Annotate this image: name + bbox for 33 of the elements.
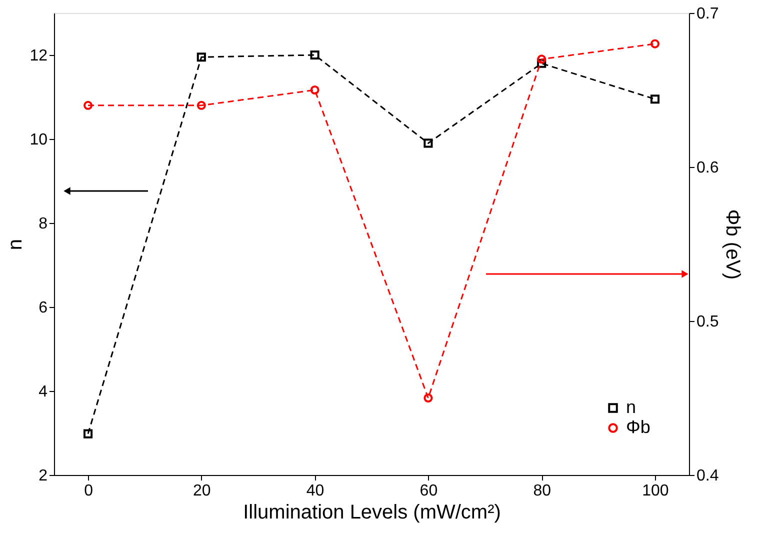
y-tick-label: 12: [30, 48, 48, 64]
y2-axis-title: Φb (eV): [722, 209, 744, 280]
legend-label: Φb: [626, 417, 650, 437]
y-tick-label: 4: [38, 384, 48, 400]
y-tick-label: 6: [38, 300, 48, 316]
point: [310, 50, 320, 60]
x-tick-label: 60: [420, 482, 438, 500]
point: [83, 429, 93, 438]
y2-tick-label: 0.6: [696, 160, 719, 176]
point: [83, 100, 93, 110]
point: [196, 100, 206, 110]
point: [537, 58, 546, 68]
point: [650, 39, 660, 48]
x-axis-title: Illumination Levels (mW/cm²): [243, 502, 501, 524]
point: [196, 52, 206, 62]
y2-tick-label: 0.4: [696, 468, 719, 484]
legend-label: n: [626, 397, 636, 417]
x-tick-label: 20: [193, 482, 211, 500]
point: [650, 94, 660, 104]
point: [537, 54, 546, 64]
point: [424, 138, 433, 148]
x-tick-label: 80: [533, 482, 552, 500]
x-tick-label: 100: [642, 482, 669, 500]
y2-tick-label: 0.5: [696, 314, 719, 330]
y-tick-label: 8: [38, 216, 48, 232]
y2-tick-label: 0.7: [696, 6, 719, 22]
y-tick-label: 10: [30, 132, 48, 148]
y-axis-title: n: [4, 238, 27, 250]
y-tick-label: 2: [38, 468, 48, 484]
point: [310, 85, 320, 95]
x-tick-label: 0: [84, 482, 94, 500]
x-tick-label: 40: [306, 482, 324, 500]
point: [424, 393, 433, 403]
